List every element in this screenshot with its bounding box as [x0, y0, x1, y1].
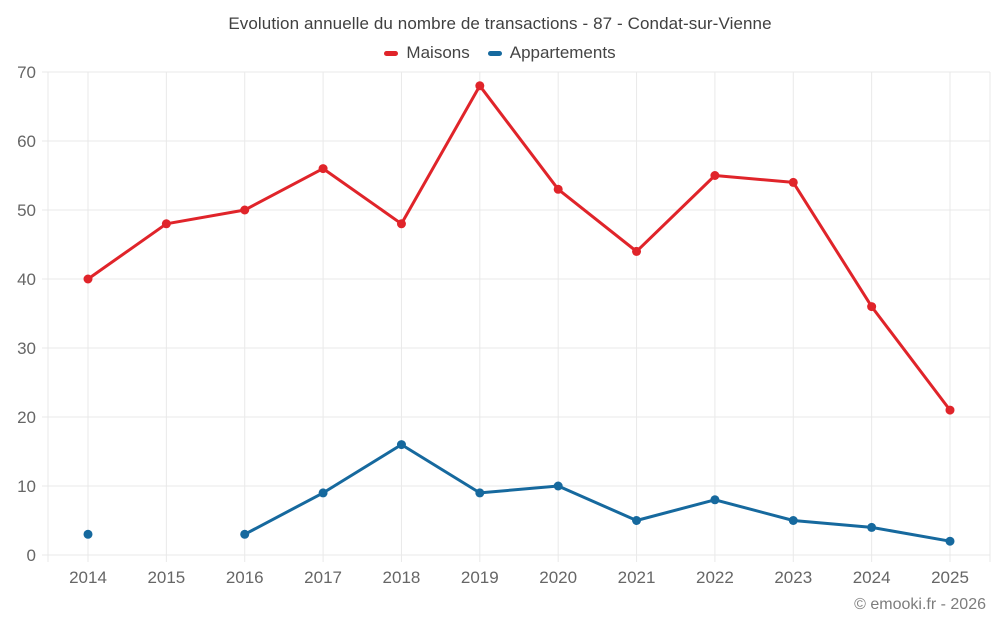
svg-text:2024: 2024	[853, 568, 891, 587]
legend-item-appartements[interactable]: Appartements	[487, 43, 616, 63]
legend-label-maisons: Maisons	[406, 43, 470, 62]
svg-text:2017: 2017	[304, 568, 342, 587]
svg-text:2020: 2020	[539, 568, 577, 587]
svg-text:0: 0	[27, 546, 36, 565]
maisons-series-swatch-icon	[384, 50, 399, 56]
legend-item-maisons[interactable]: Maisons	[384, 43, 470, 63]
svg-text:2025: 2025	[931, 568, 969, 587]
svg-text:70: 70	[17, 63, 36, 82]
svg-text:2014: 2014	[69, 568, 107, 587]
chart-title: Evolution annuelle du nombre de transact…	[228, 14, 772, 33]
svg-text:20: 20	[17, 408, 36, 427]
svg-text:50: 50	[17, 201, 36, 220]
svg-text:40: 40	[17, 270, 36, 289]
svg-text:2018: 2018	[383, 568, 421, 587]
svg-text:2023: 2023	[774, 568, 812, 587]
chart-legend: Maisons Appartements	[0, 43, 1000, 63]
svg-text:2019: 2019	[461, 568, 499, 587]
appartements-series-swatch-icon	[487, 50, 502, 56]
svg-text:2015: 2015	[147, 568, 185, 587]
svg-text:30: 30	[17, 339, 36, 358]
svg-text:60: 60	[17, 132, 36, 151]
svg-text:2016: 2016	[226, 568, 264, 587]
svg-text:2022: 2022	[696, 568, 734, 587]
svg-text:10: 10	[17, 477, 36, 496]
legend-label-appartements: Appartements	[509, 43, 616, 62]
copyright-text: © emooki.fr - 2026	[854, 596, 986, 613]
svg-text:2021: 2021	[618, 568, 656, 587]
